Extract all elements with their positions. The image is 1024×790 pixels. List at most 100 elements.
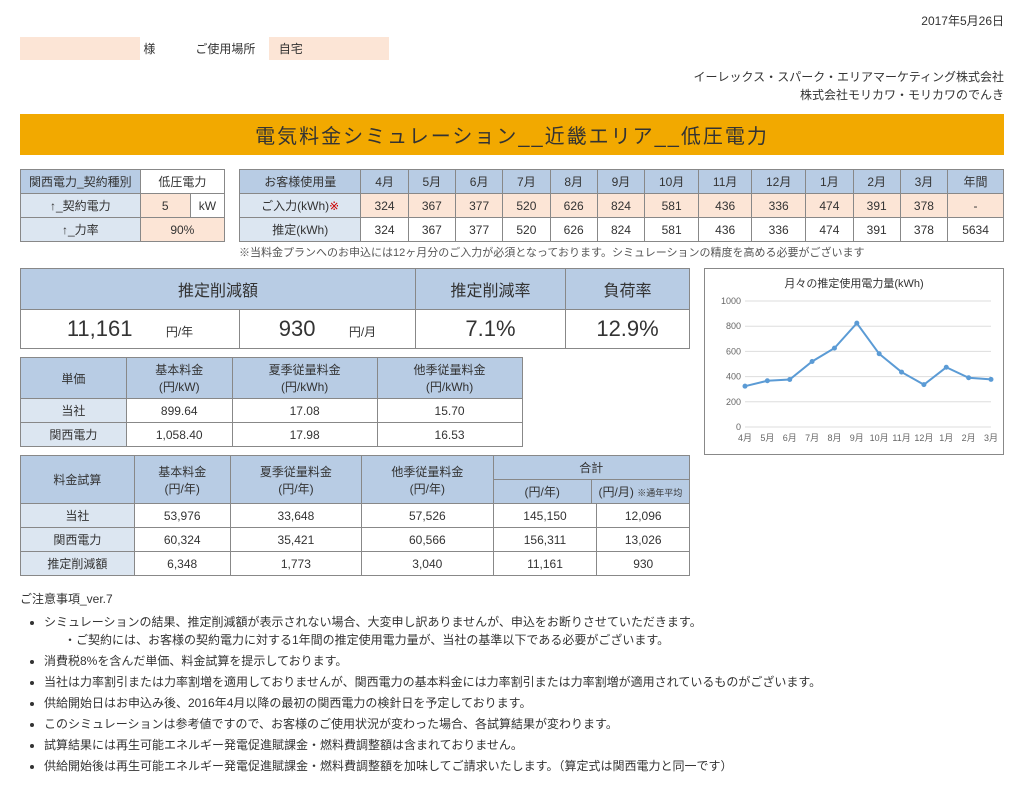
calc-row-label: 関西電力: [21, 528, 135, 552]
est-v1-num: 11,161: [67, 316, 133, 341]
calc-cell: 156,311: [493, 528, 597, 552]
note-subitem: ・ご契約には、お客様の契約電力に対する1年間の推定使用電力量が、当社の基準以下で…: [64, 631, 1004, 649]
calc-cell: 930: [597, 552, 690, 576]
calc-cell: 11,161: [493, 552, 597, 576]
contract-power-unit: kW: [190, 194, 224, 218]
customer-name: [20, 37, 140, 60]
company-line2: 株式会社モリカワ・モリカワのでんき: [20, 86, 1004, 104]
notes-title: ご注意事項_ver.7: [20, 590, 1004, 607]
contract-table: 関西電力_契約種別 低圧電力 ↑_契約電力 5 kW ↑_力率 90%: [20, 169, 225, 242]
calc-cell: 3,040: [362, 552, 493, 576]
svg-text:600: 600: [726, 346, 741, 356]
est-v1: 11,161 円/年: [21, 310, 240, 349]
usage-chart: 020040060080010004月5月6月7月8月9月10月11月12月1月…: [711, 295, 997, 445]
company-line1: イーレックス・スパーク・エリアマーケティング株式会社: [20, 68, 1004, 86]
note-item: 当社は力率割引または力率割増を適用しておりませんが、関西電力の基本料金には力率割…: [44, 673, 1004, 691]
contract-header: 関西電力_契約種別: [21, 170, 141, 194]
usage-input-cell: 520: [503, 194, 550, 218]
company-block: イーレックス・スパーク・エリアマーケティング株式会社 株式会社モリカワ・モリカワ…: [20, 68, 1004, 104]
main-section: 推定削減額 推定削減率 負荷率 11,161 円/年 930 円/月 7.1% …: [20, 268, 1004, 576]
usage-month: 1月: [806, 170, 853, 194]
note-item: 試算結果には再生可能エネルギー発電促進賦課金・燃料費調整額は含まれておりません。: [44, 736, 1004, 754]
calc-cell: 1,773: [230, 552, 361, 576]
est-h1: 推定削減額: [21, 269, 416, 310]
usage-est-cell: 324: [361, 218, 408, 242]
usage-month: 5月: [408, 170, 455, 194]
svg-text:10月: 10月: [870, 433, 889, 443]
usage-est-cell: 5634: [948, 218, 1004, 242]
calc-c0: 料金試算: [21, 456, 135, 504]
unit-price-table: 単価基本料金(円/kW)夏季従量料金(円/kWh)他季従量料金(円/kWh)当社…: [20, 357, 523, 447]
usage-est-cell: 377: [455, 218, 502, 242]
usage-input-cell: 378: [900, 194, 947, 218]
unit-c1: 基本料金(円/kW): [126, 358, 232, 399]
usage-input-cell: 824: [597, 194, 644, 218]
calc-row-label: 推定削減額: [21, 552, 135, 576]
usage-input-cell: 367: [408, 194, 455, 218]
svg-text:3月: 3月: [984, 433, 997, 443]
svg-text:7月: 7月: [805, 433, 819, 443]
usage-month: 10月: [645, 170, 699, 194]
header-row: 様 ご使用場所 自宅: [20, 37, 1004, 60]
calc-cell: 6,348: [134, 552, 230, 576]
calc-c1: 基本料金(円/年): [134, 456, 230, 504]
svg-text:1月: 1月: [939, 433, 953, 443]
chart-container: 月々の推定使用電力量(kWh) 020040060080010004月5月6月7…: [704, 268, 1004, 455]
svg-text:0: 0: [736, 422, 741, 432]
unit-cell: 16.53: [377, 423, 522, 447]
unit-c3: 他季従量料金(円/kWh): [377, 358, 522, 399]
note-item: 供給開始後は再生可能エネルギー発電促進賦課金・燃料費調整額を加味してご請求いたし…: [44, 757, 1004, 775]
usage-est-cell: 436: [699, 218, 752, 242]
svg-text:8月: 8月: [827, 433, 841, 443]
note-item: 消費税8%を含んだ単価、料金試算を提示しております。: [44, 652, 1004, 670]
svg-text:800: 800: [726, 321, 741, 331]
usage-table: お客様使用量4月5月6月7月8月9月10月11月12月1月2月3月年間ご入力(k…: [239, 169, 1004, 242]
calc-cell: 13,026: [597, 528, 690, 552]
svg-text:11月: 11月: [892, 433, 910, 443]
svg-text:1000: 1000: [721, 296, 741, 306]
usage-month: 9月: [597, 170, 644, 194]
calc-row-label: 当社: [21, 504, 135, 528]
calc-c3: 他季従量料金(円/年): [362, 456, 493, 504]
unit-cell: 899.64: [126, 399, 232, 423]
est-v2: 7.1%: [415, 310, 565, 349]
usage-month: 年間: [948, 170, 1004, 194]
usage-input-cell: 391: [853, 194, 900, 218]
usage-input-cell: 324: [361, 194, 408, 218]
calc-cell: 60,324: [134, 528, 230, 552]
svg-text:400: 400: [726, 372, 741, 382]
usage-est-cell: 391: [853, 218, 900, 242]
unit-r1-label: 当社: [21, 399, 127, 423]
usage-input-cell: 626: [550, 194, 597, 218]
usage-note: ※当料金プランへのお申込には12ヶ月分のご入力が必須となっております。シミュレー…: [239, 244, 1004, 260]
unit-c2: 夏季従量料金(円/kWh): [232, 358, 377, 399]
usage-est-cell: 378: [900, 218, 947, 242]
usage-input-cell: 581: [645, 194, 699, 218]
location-block: ご使用場所 自宅: [195, 37, 388, 60]
usage-est-cell: 367: [408, 218, 455, 242]
svg-text:12月: 12月: [914, 433, 933, 443]
usage-month: 8月: [550, 170, 597, 194]
contract-power-val: 5: [140, 194, 190, 218]
usage-input-cell: 336: [752, 194, 806, 218]
customer-block: 様: [20, 37, 155, 60]
unit-cell: 17.98: [232, 423, 377, 447]
usage-input-cell: 474: [806, 194, 853, 218]
usage-input-cell: 436: [699, 194, 752, 218]
usage-month: 6月: [455, 170, 502, 194]
contract-power-label: ↑_契約電力: [21, 194, 141, 218]
calc-cell: 60,566: [362, 528, 493, 552]
calc-cell: 35,421: [230, 528, 361, 552]
usage-est-cell: 336: [752, 218, 806, 242]
usage-input-cell: -: [948, 194, 1004, 218]
notes-list: シミュレーションの結果、推定削減額が表示されない場合、大変申し訳ありませんが、申…: [20, 613, 1004, 775]
est-h2: 推定削減率: [415, 269, 565, 310]
usage-est-cell: 474: [806, 218, 853, 242]
est-v1b-num: 930: [279, 316, 316, 341]
note-item: シミュレーションの結果、推定削減額が表示されない場合、大変申し訳ありませんが、申…: [44, 613, 1004, 649]
unit-cell: 17.08: [232, 399, 377, 423]
usage-est-cell: 581: [645, 218, 699, 242]
location-label: ご使用場所: [195, 40, 265, 57]
usage-month: 4月: [361, 170, 408, 194]
estimate-summary-table: 推定削減額 推定削減率 負荷率 11,161 円/年 930 円/月 7.1% …: [20, 268, 690, 349]
